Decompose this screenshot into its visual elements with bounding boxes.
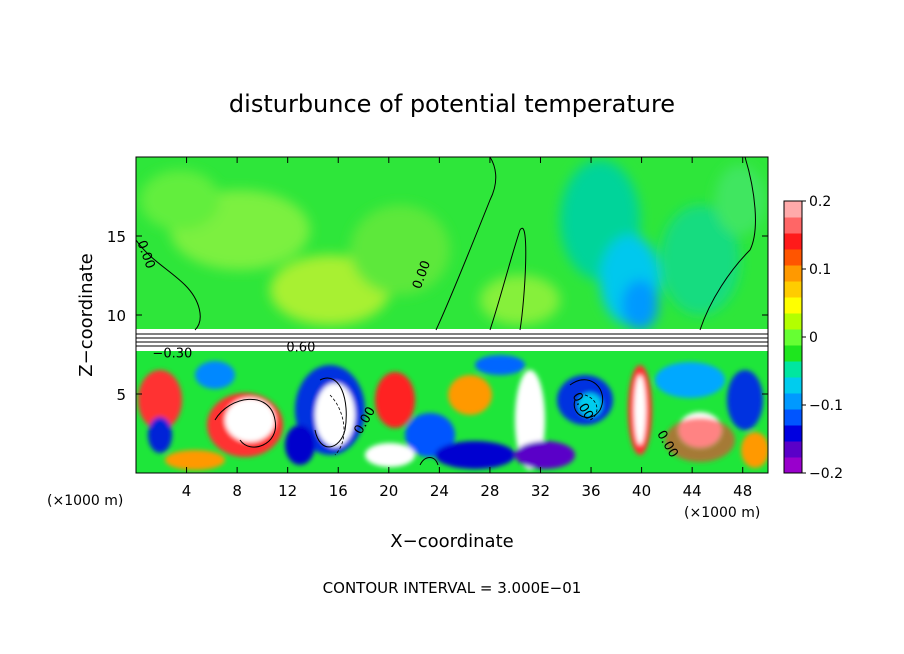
colorbar-swatch — [784, 297, 802, 314]
heatmap-field — [136, 157, 768, 473]
x-unit-label-right: (×1000 m) — [684, 505, 760, 521]
x-tick-label: 40 — [632, 482, 651, 500]
contour-label: 0.60 — [286, 340, 315, 355]
x-tick-label: 12 — [278, 482, 297, 500]
x-tick-label: 24 — [430, 482, 449, 500]
colorbar — [783, 200, 803, 474]
y-tick-label: 10 — [107, 307, 126, 325]
x-tick-label: 48 — [733, 482, 752, 500]
colorbar-tick-label: −0.2 — [809, 466, 843, 482]
colorbar-swatch — [784, 313, 802, 330]
x-axis-label: X−coordinate — [390, 531, 513, 552]
x-tick-label: 16 — [329, 482, 348, 500]
contour-labels: 0.000.000.600.000.000.00−0.30 — [134, 239, 681, 461]
colorbar-swatch — [784, 201, 802, 218]
x-tick-label: 28 — [480, 482, 499, 500]
colorbar-swatch — [784, 393, 802, 410]
colorbar-ticks: 0.2 0.1 0 −0.1 −0.2 — [802, 194, 843, 482]
y-axis: 5 10 15 — [107, 228, 768, 404]
contour-label: −0.30 — [152, 347, 192, 362]
x-tick-label: 4 — [182, 482, 192, 500]
colorbar-swatch — [784, 345, 802, 362]
y-axis-label: Z−coordinate — [76, 253, 97, 376]
y-tick-label: 5 — [116, 386, 126, 404]
colorbar-tick-label: 0.1 — [809, 262, 831, 278]
colorbar-swatch — [784, 329, 802, 346]
x-tick-label: 20 — [379, 482, 398, 500]
x-tick-label: 32 — [531, 482, 550, 500]
colorbar-swatch — [784, 217, 802, 234]
colorbar-swatch — [784, 265, 802, 282]
colorbar-tick-label: −0.1 — [809, 398, 843, 414]
colorbar-swatch — [784, 249, 802, 266]
colorbar-swatch — [784, 281, 802, 298]
colorbar-tick-label: 0.2 — [809, 194, 831, 210]
colorbar-swatch — [784, 425, 802, 442]
contour-interval-text: CONTOUR INTERVAL = 3.000E−01 — [323, 579, 582, 597]
x-tick-label: 36 — [581, 482, 600, 500]
colorbar-swatch — [784, 361, 802, 378]
x-axis: 4 8 12 16 20 24 28 32 36 40 44 48 — [182, 157, 752, 500]
y-tick-label: 15 — [107, 228, 126, 246]
colorbar-swatch — [784, 233, 802, 250]
colorbar-swatch — [784, 409, 802, 426]
colorbar-swatch — [784, 441, 802, 458]
colorbar-swatch — [784, 377, 802, 394]
x-tick-label: 44 — [683, 482, 702, 500]
chart-title: disturbunce of potential temperature — [229, 90, 675, 118]
x-unit-label-left: (×1000 m) — [47, 493, 123, 509]
colorbar-swatch — [784, 457, 802, 474]
x-tick-label: 8 — [232, 482, 242, 500]
colorbar-tick-label: 0 — [809, 330, 818, 346]
